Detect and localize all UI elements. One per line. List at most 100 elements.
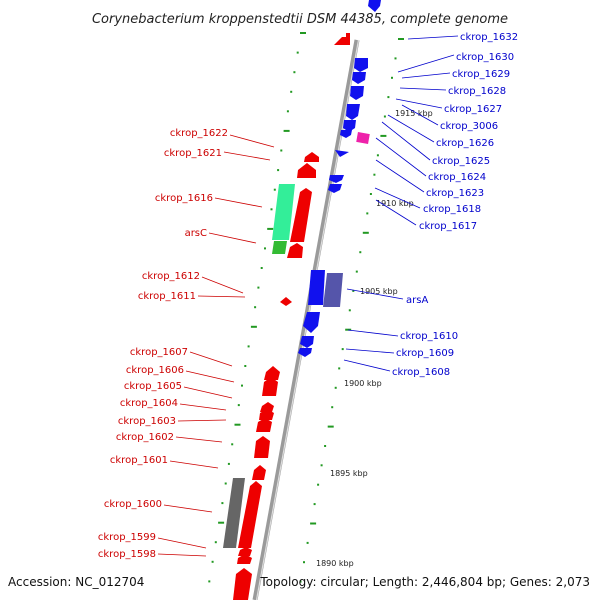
tick-mark [286,110,289,113]
gene-label[interactable]: ckrop_1616 [155,193,213,204]
gene-label[interactable]: ckrop_1611 [138,291,196,302]
label-leader [185,370,235,383]
gene-block[interactable] [287,243,303,258]
label-leader [201,276,244,294]
tick-mark [257,286,260,289]
gene-block[interactable] [350,86,364,100]
gene-block[interactable] [368,0,381,12]
gene-label[interactable]: ckrop_1600 [104,499,162,510]
gene-label[interactable]: ckrop_1617 [419,221,477,232]
gene-block[interactable] [298,348,312,357]
gene-block[interactable] [280,297,292,306]
label-leader [208,232,257,244]
gene-block[interactable] [297,163,316,178]
gene-label[interactable]: ckrop_1627 [444,104,502,115]
gene-label[interactable]: ckrop_1606 [126,365,184,376]
gene-block[interactable] [272,184,295,240]
gene-block[interactable] [328,184,342,193]
gene-label[interactable]: ckrop_1629 [452,69,510,80]
gene-label[interactable]: arsC [185,228,207,239]
tick-mark [320,464,323,467]
label-leader [401,104,439,126]
gene-label[interactable]: ckrop_1625 [432,156,490,167]
tick-mark [369,193,372,195]
gene-block[interactable] [340,130,352,138]
label-leader [347,329,399,337]
tick-mark [355,270,358,273]
label-leader [169,460,219,469]
label-leader [374,187,421,209]
gene-block[interactable] [356,132,370,144]
gene-label[interactable]: ckrop_1607 [130,347,188,358]
map-title: Corynebacterium kroppenstedtii DSM 44385… [92,12,508,27]
gene-block[interactable] [256,418,272,432]
label-leader [197,295,246,298]
gene-label[interactable]: ckrop_1603 [118,416,176,427]
gene-features [223,0,381,600]
gene-block[interactable] [238,547,252,556]
gene-label[interactable]: ckrop_1623 [426,188,484,199]
tick-mark [359,251,362,254]
tick-mark [283,129,290,132]
gene-label[interactable]: ckrop_1632 [460,32,518,43]
tick-mark [260,267,263,269]
gene-label[interactable]: ckrop_1610 [400,331,458,342]
gene-label[interactable]: ckrop_1622 [170,128,228,139]
gene-label[interactable]: ckrop_1630 [456,52,514,63]
gene-block[interactable] [259,409,274,420]
gene-label[interactable]: ckrop_1599 [98,532,156,543]
gene-block[interactable] [262,377,278,396]
label-leader [407,35,459,40]
gene-label[interactable]: ckrop_1612 [142,271,200,282]
gene-label[interactable]: ckrop_1602 [116,432,174,443]
gene-label[interactable]: ckrop_1626 [436,138,494,149]
gene-block[interactable] [352,72,366,84]
gene-label[interactable]: ckrop_1598 [98,549,156,560]
tick-mark [380,134,387,137]
gene-label[interactable]: ckrop_1605 [124,381,182,392]
gene-block[interactable] [346,104,360,120]
gene-label[interactable]: ckrop_1618 [423,204,481,215]
label-leader [381,121,431,161]
tick-mark [208,580,211,583]
gene-block[interactable] [260,402,274,412]
gene-label[interactable]: ckrop_1601 [110,455,168,466]
gene-block[interactable] [238,481,262,548]
gene-block[interactable] [308,270,325,305]
gene-label[interactable]: ckrop_1608 [392,367,450,378]
gene-block[interactable] [223,478,245,548]
gene-block[interactable] [304,152,319,162]
tick-mark [310,522,317,525]
top-fade [330,0,390,8]
gene-block[interactable] [323,273,343,307]
gene-block[interactable] [300,336,314,348]
gene-block[interactable] [233,568,252,600]
gene-label[interactable]: arsA [406,295,428,306]
tick-mark [280,149,283,152]
label-leader [157,553,207,557]
tick-mark [331,406,334,409]
gene-label[interactable]: ckrop_1621 [164,148,222,159]
gene-label[interactable]: ckrop_1604 [120,398,178,409]
gene-block[interactable] [329,175,344,183]
tick-mark [234,423,241,426]
gene-block[interactable] [335,150,349,157]
gene-block[interactable] [334,33,350,45]
gene-label[interactable]: ckrop_1628 [448,86,506,97]
gene-block[interactable] [354,58,368,72]
gene-label[interactable]: ckrop_1609 [396,348,454,359]
label-leader [179,403,227,411]
gene-block[interactable] [254,436,270,458]
gene-block[interactable] [264,366,280,380]
scale-label: 1910 kbp [376,199,414,208]
gene-block[interactable] [343,120,356,132]
tick-mark [391,76,393,79]
gene-block[interactable] [303,312,320,333]
gene-label[interactable]: ckrop_3006 [440,121,498,132]
gene-block[interactable] [237,554,252,564]
tick-mark [341,348,344,351]
gene-block[interactable] [290,188,312,242]
gene-block[interactable] [252,465,266,480]
gene-block[interactable] [272,241,287,254]
gene-label[interactable]: ckrop_1624 [428,172,486,183]
